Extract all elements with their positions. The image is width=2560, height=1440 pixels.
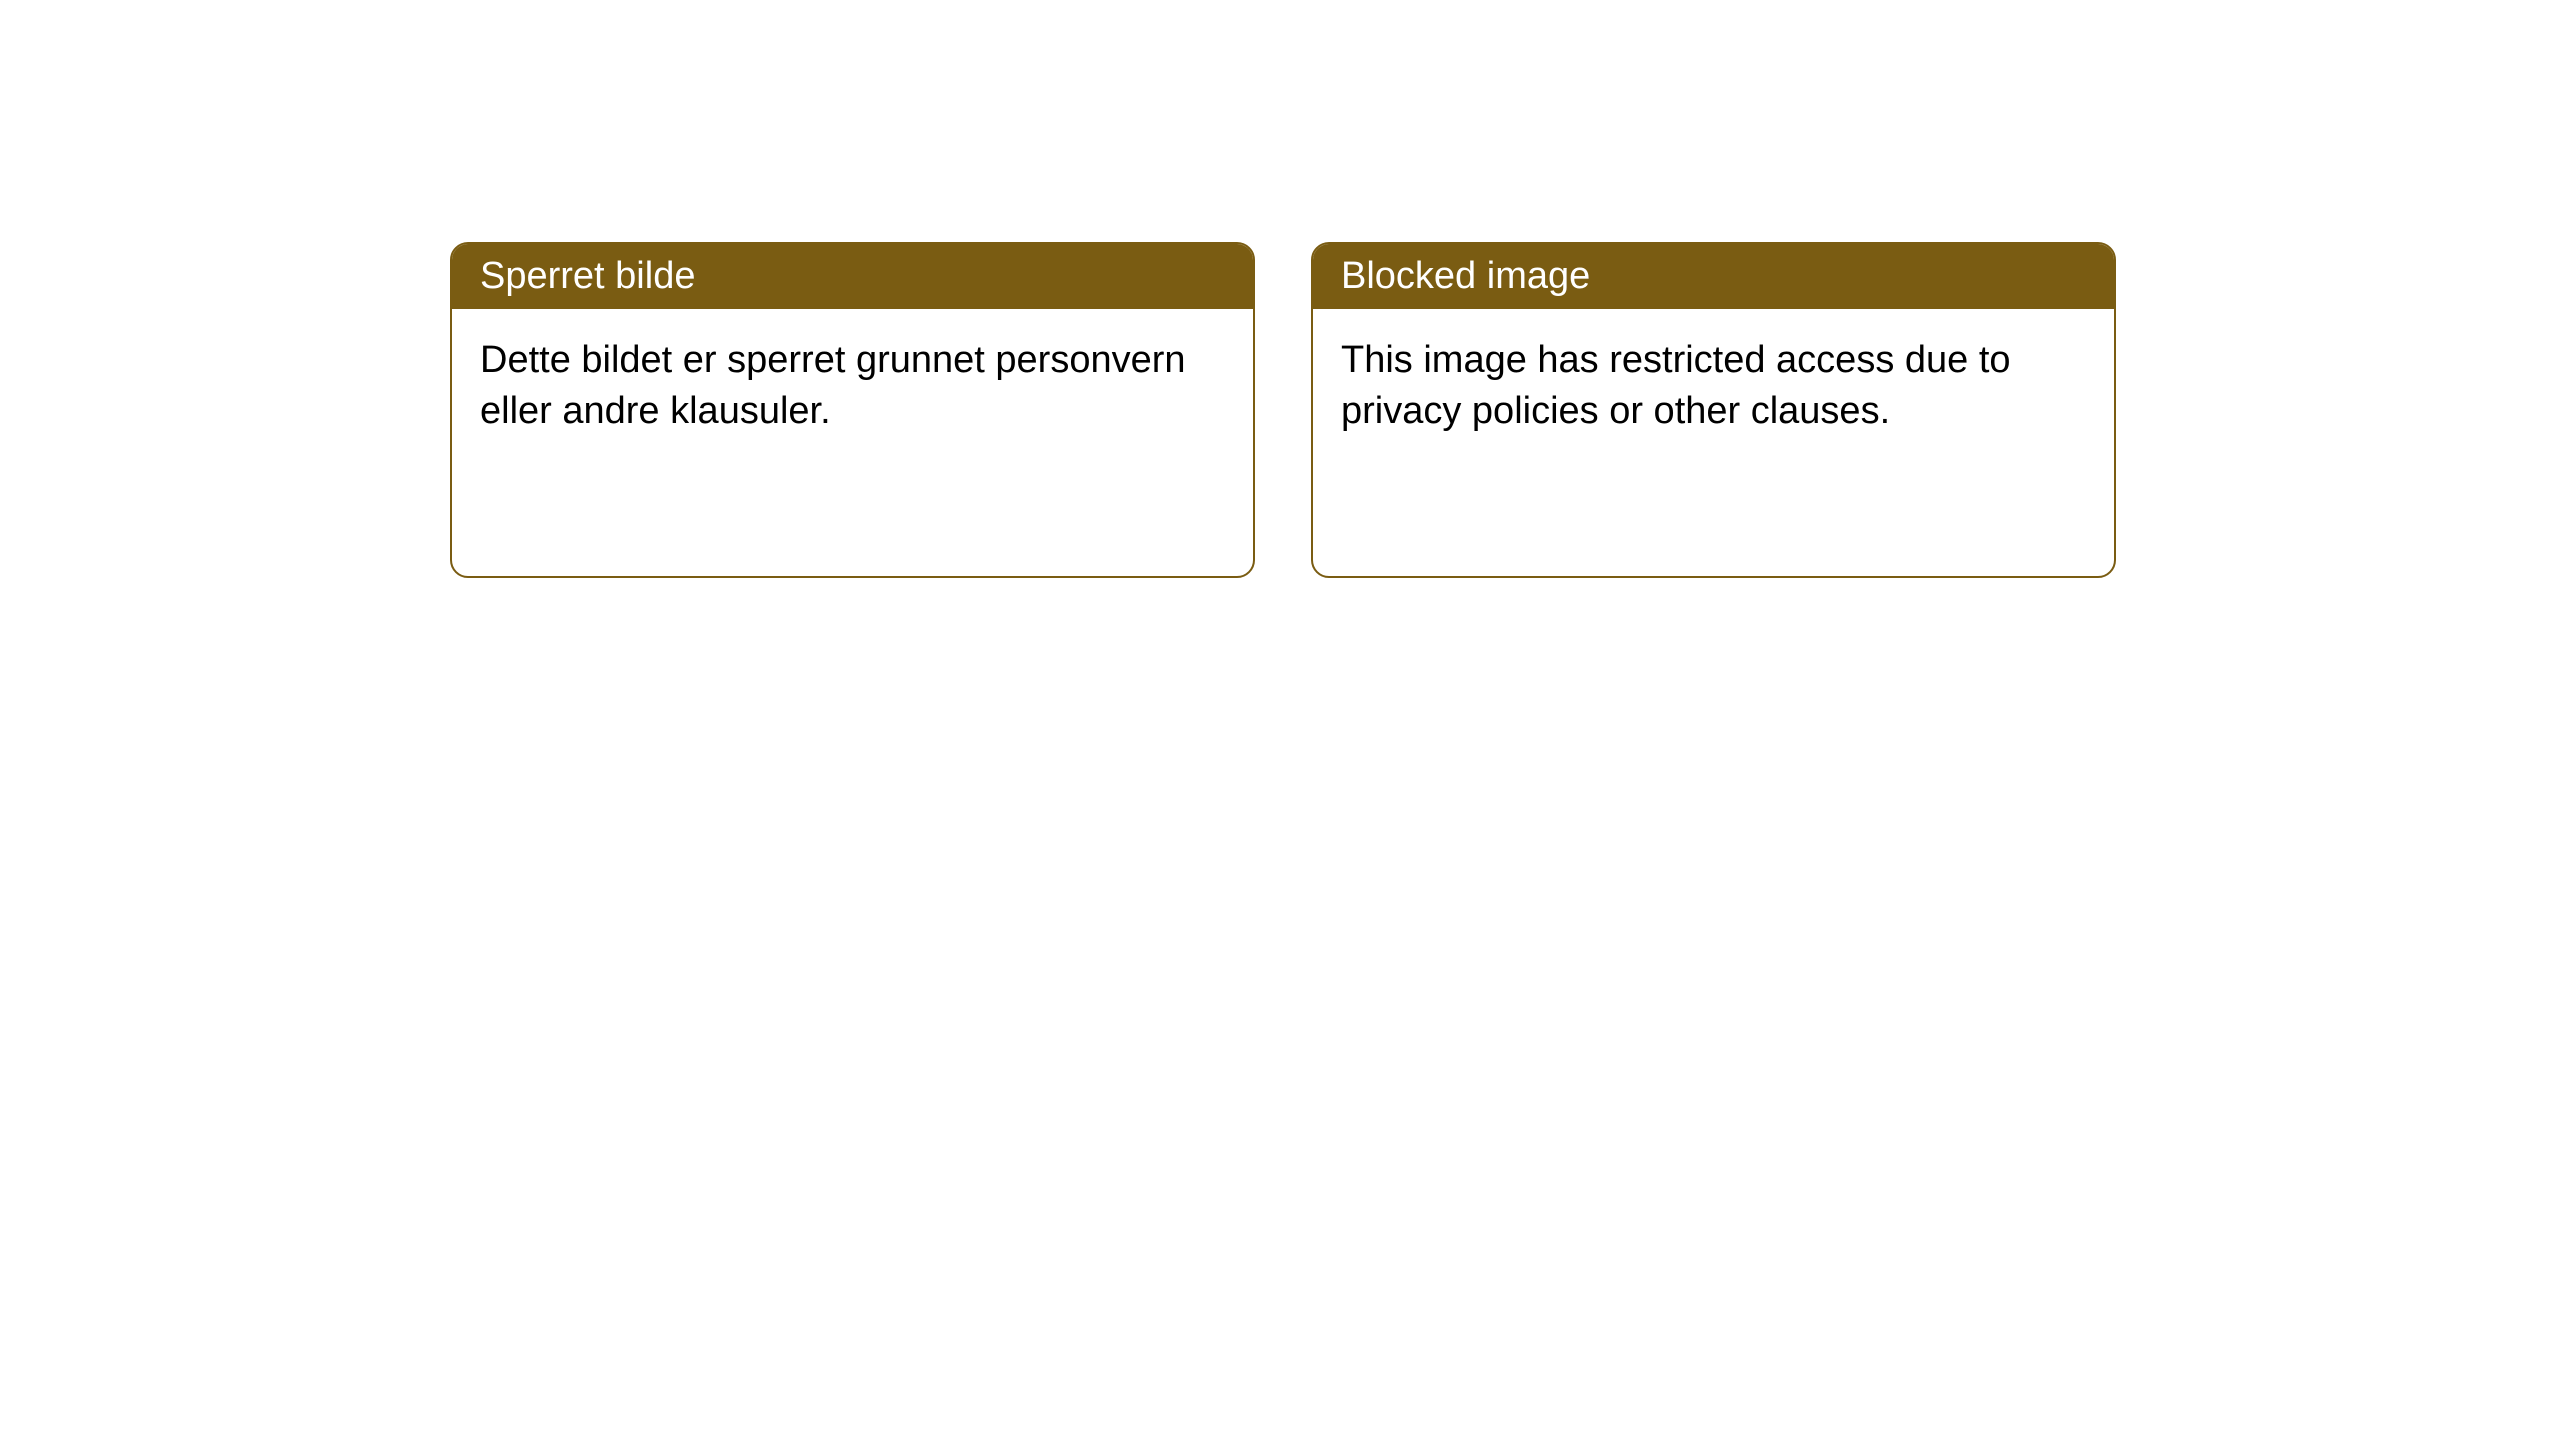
notice-header: Blocked image — [1313, 244, 2114, 309]
notice-card-english: Blocked image This image has restricted … — [1311, 242, 2116, 578]
notice-body: Dette bildet er sperret grunnet personve… — [452, 309, 1253, 464]
notice-title: Sperret bilde — [480, 255, 695, 297]
notice-text: This image has restricted access due to … — [1341, 339, 2011, 432]
notice-body: This image has restricted access due to … — [1313, 309, 2114, 464]
notice-header: Sperret bilde — [452, 244, 1253, 309]
notice-container: Sperret bilde Dette bildet er sperret gr… — [0, 0, 2560, 578]
notice-title: Blocked image — [1341, 255, 1590, 297]
notice-text: Dette bildet er sperret grunnet personve… — [480, 339, 1186, 432]
notice-card-norwegian: Sperret bilde Dette bildet er sperret gr… — [450, 242, 1255, 578]
